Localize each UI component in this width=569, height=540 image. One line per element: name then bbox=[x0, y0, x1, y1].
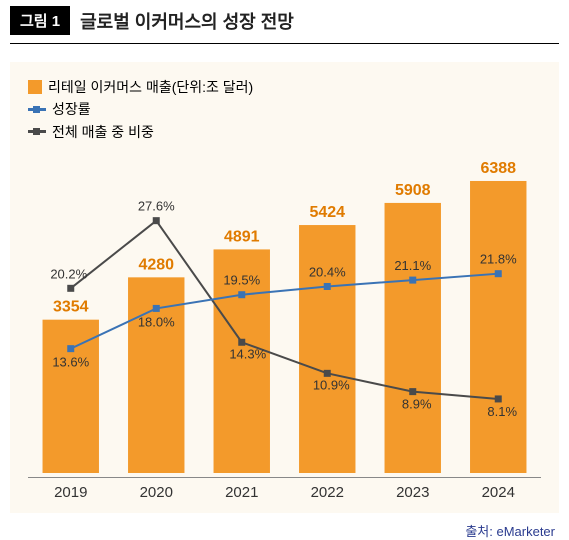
legend-label-share: 전체 매출 중 비중 bbox=[52, 121, 154, 143]
plot-area: 3354 4280 4891 5424 5908 6388 20.2% 27.6% 14.3% 1… bbox=[28, 153, 541, 473]
legend-swatch-growth bbox=[28, 108, 46, 111]
x-tick-label: 2020 bbox=[114, 478, 200, 501]
series-value-label: 13.6% bbox=[52, 355, 89, 370]
figure-title: 글로벌 이커머스의 성장 전망 bbox=[80, 8, 294, 34]
series-value-label: 10.9% bbox=[313, 378, 350, 393]
chart-area: 리테일 이커머스 매출(단위:조 달러) 성장률 전체 매출 중 비중 3354… bbox=[10, 62, 559, 513]
series-marker bbox=[67, 345, 74, 352]
x-tick-label: 2023 bbox=[370, 478, 456, 501]
legend-label-bar: 리테일 이커머스 매출(단위:조 달러) bbox=[48, 76, 253, 98]
bar bbox=[299, 225, 355, 473]
bar-value-label: 5908 bbox=[395, 182, 431, 199]
bar-value-label: 4891 bbox=[224, 229, 260, 246]
series-marker bbox=[153, 217, 160, 224]
legend-swatch-bar bbox=[28, 80, 42, 94]
series-value-label: 18.0% bbox=[138, 315, 175, 330]
bar bbox=[43, 320, 99, 473]
series-marker bbox=[324, 370, 331, 377]
series-marker bbox=[495, 270, 502, 277]
series-value-label: 20.4% bbox=[309, 265, 346, 280]
figure-badge: 그림 1 bbox=[10, 6, 70, 35]
series-marker bbox=[495, 396, 502, 403]
legend-swatch-share bbox=[28, 130, 46, 133]
legend: 리테일 이커머스 매출(단위:조 달러) 성장률 전체 매출 중 비중 bbox=[28, 76, 541, 143]
x-tick-label: 2022 bbox=[285, 478, 371, 501]
x-tick-label: 2021 bbox=[199, 478, 285, 501]
x-tick-label: 2024 bbox=[456, 478, 542, 501]
x-tick-label: 2019 bbox=[28, 478, 114, 501]
series-marker bbox=[153, 305, 160, 312]
series-value-label: 21.1% bbox=[394, 258, 431, 273]
series-marker bbox=[238, 339, 245, 346]
series-marker bbox=[67, 285, 74, 292]
bar-value-label: 5424 bbox=[309, 204, 345, 221]
bar bbox=[470, 181, 526, 473]
legend-item-bar: 리테일 이커머스 매출(단위:조 달러) bbox=[28, 76, 541, 98]
figure-header: 그림 1 글로벌 이커머스의 성장 전망 bbox=[10, 0, 559, 44]
bar-value-label: 3354 bbox=[53, 299, 89, 316]
bar-value-label: 4280 bbox=[138, 257, 174, 274]
series-marker bbox=[324, 283, 331, 290]
figure-container: 그림 1 글로벌 이커머스의 성장 전망 리테일 이커머스 매출(단위:조 달러… bbox=[0, 0, 569, 522]
series-marker bbox=[409, 277, 416, 284]
bar bbox=[385, 203, 441, 473]
legend-item-growth: 성장률 bbox=[28, 98, 541, 120]
legend-label-growth: 성장률 bbox=[52, 98, 91, 120]
series-value-label: 19.5% bbox=[223, 273, 260, 288]
series-value-label: 27.6% bbox=[138, 199, 175, 214]
x-axis: 201920202021202220232024 bbox=[28, 477, 541, 501]
source-text: 출처: eMarketer bbox=[0, 521, 555, 540]
series-value-label: 21.8% bbox=[480, 252, 517, 267]
bar-value-label: 6388 bbox=[480, 160, 516, 177]
series-marker bbox=[409, 388, 416, 395]
legend-item-share: 전체 매출 중 비중 bbox=[28, 121, 541, 143]
series-value-label: 8.9% bbox=[402, 397, 432, 412]
series-value-label: 8.1% bbox=[487, 404, 517, 419]
series-value-label: 20.2% bbox=[50, 266, 87, 281]
series-marker bbox=[238, 291, 245, 298]
series-value-label: 14.3% bbox=[229, 346, 266, 361]
chart-svg: 3354 4280 4891 5424 5908 6388 20.2% 27.6% 14.3% 1… bbox=[28, 153, 541, 473]
